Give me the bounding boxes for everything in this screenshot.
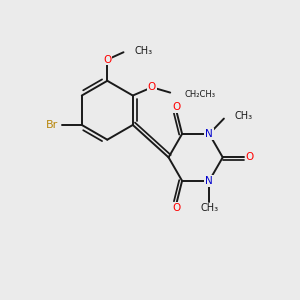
Text: O: O: [173, 203, 181, 213]
Text: N: N: [205, 176, 213, 186]
Text: CH₂CH₃: CH₂CH₃: [184, 90, 215, 99]
Text: O: O: [148, 82, 156, 92]
Text: Br: Br: [46, 120, 58, 130]
Text: CH₃: CH₃: [135, 46, 153, 56]
Text: O: O: [173, 102, 181, 112]
Text: O: O: [246, 152, 254, 162]
Text: CH₃: CH₃: [200, 203, 218, 214]
Text: CH₃: CH₃: [234, 111, 252, 121]
Text: O: O: [103, 55, 111, 64]
Text: N: N: [205, 129, 213, 139]
